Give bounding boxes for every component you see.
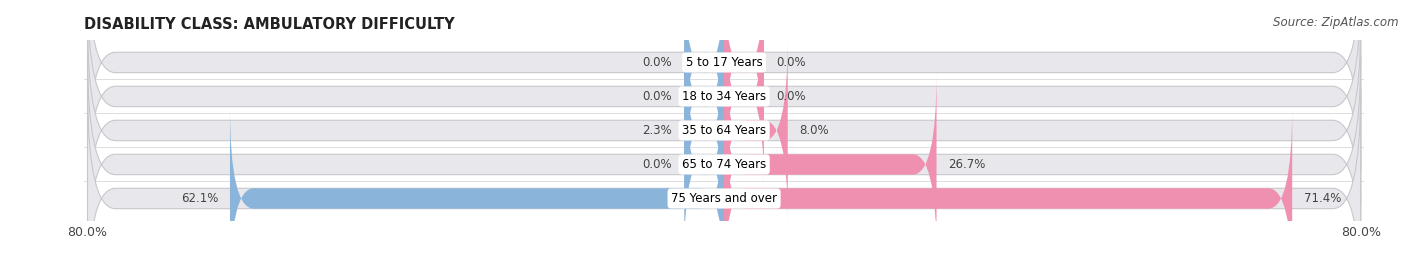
FancyBboxPatch shape [685, 0, 724, 154]
FancyBboxPatch shape [87, 56, 1361, 269]
FancyBboxPatch shape [724, 0, 763, 154]
FancyBboxPatch shape [87, 0, 1361, 171]
FancyBboxPatch shape [685, 5, 724, 188]
Text: 0.0%: 0.0% [776, 56, 806, 69]
Legend: Male, Female: Male, Female [664, 268, 785, 269]
Text: 0.0%: 0.0% [643, 90, 672, 103]
Text: 65 to 74 Years: 65 to 74 Years [682, 158, 766, 171]
Text: 35 to 64 Years: 35 to 64 Years [682, 124, 766, 137]
FancyBboxPatch shape [685, 73, 724, 256]
Text: Source: ZipAtlas.com: Source: ZipAtlas.com [1274, 16, 1399, 29]
Text: 2.3%: 2.3% [643, 124, 672, 137]
Text: DISABILITY CLASS: AMBULATORY DIFFICULTY: DISABILITY CLASS: AMBULATORY DIFFICULTY [84, 17, 456, 32]
Text: 0.0%: 0.0% [643, 56, 672, 69]
Text: 8.0%: 8.0% [800, 124, 830, 137]
Text: 26.7%: 26.7% [949, 158, 986, 171]
FancyBboxPatch shape [87, 0, 1361, 205]
FancyBboxPatch shape [231, 107, 724, 269]
Text: 75 Years and over: 75 Years and over [671, 192, 778, 205]
Text: 71.4%: 71.4% [1305, 192, 1341, 205]
FancyBboxPatch shape [724, 107, 1292, 269]
FancyBboxPatch shape [685, 39, 724, 222]
Text: 18 to 34 Years: 18 to 34 Years [682, 90, 766, 103]
FancyBboxPatch shape [724, 39, 787, 222]
FancyBboxPatch shape [724, 73, 936, 256]
Text: 0.0%: 0.0% [643, 158, 672, 171]
Text: 5 to 17 Years: 5 to 17 Years [686, 56, 762, 69]
Text: 62.1%: 62.1% [180, 192, 218, 205]
FancyBboxPatch shape [724, 5, 763, 188]
FancyBboxPatch shape [87, 90, 1361, 269]
Text: 0.0%: 0.0% [776, 90, 806, 103]
FancyBboxPatch shape [87, 22, 1361, 239]
